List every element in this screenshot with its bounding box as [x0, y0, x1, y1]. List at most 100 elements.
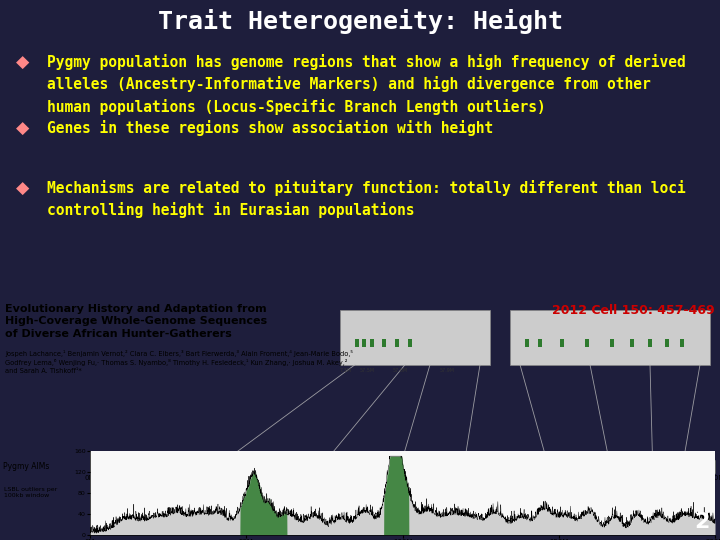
Text: 2: 2	[694, 512, 709, 532]
Text: Trait Heterogeneity: Height: Trait Heterogeneity: Height	[158, 9, 562, 34]
Bar	[276, 461, 282, 472]
Bar	[418, 461, 422, 472]
Bar	[196, 461, 198, 472]
Bar	[510, 310, 710, 364]
Text: 57.5M: 57.5M	[360, 368, 375, 373]
Bar	[140, 461, 143, 472]
Bar	[693, 461, 701, 472]
Bar	[650, 461, 654, 472]
Bar	[118, 461, 124, 472]
Bar	[585, 339, 589, 347]
Bar	[436, 461, 440, 472]
Text: ◆: ◆	[16, 54, 30, 72]
Bar	[599, 461, 603, 472]
Bar	[395, 461, 402, 472]
Bar	[630, 339, 634, 347]
Text: 150M: 150M	[549, 475, 568, 481]
Text: ◆: ◆	[16, 120, 30, 138]
Bar	[152, 461, 158, 472]
Bar	[606, 461, 611, 472]
Bar	[408, 339, 412, 347]
Bar	[96, 461, 101, 472]
Bar	[326, 461, 333, 472]
Bar	[611, 461, 617, 472]
Bar	[605, 461, 608, 472]
Text: 0M: 0M	[85, 475, 95, 481]
Bar	[395, 339, 399, 347]
Text: ◆: ◆	[16, 180, 30, 198]
Bar	[121, 461, 127, 472]
Text: 100M: 100M	[392, 475, 413, 481]
Bar	[141, 461, 145, 472]
Bar	[230, 461, 235, 472]
Bar	[340, 310, 490, 364]
Bar	[218, 461, 222, 472]
Text: Genes in these regions show association with height: Genes in these regions show association …	[47, 120, 493, 136]
Bar	[399, 461, 404, 472]
Bar	[256, 461, 259, 472]
Text: Evolutionary History and Adaptation from
High-Coverage Whole-Genome Sequences
of: Evolutionary History and Adaptation from…	[5, 303, 267, 339]
Bar	[665, 339, 669, 347]
Text: 2012 Cell 150: 457-469: 2012 Cell 150: 457-469	[552, 303, 715, 316]
Bar	[90, 460, 715, 473]
Text: Pygmy AIMs: Pygmy AIMs	[3, 462, 50, 471]
Bar	[433, 461, 437, 472]
Bar	[570, 461, 575, 472]
Bar	[150, 461, 153, 472]
Bar	[610, 339, 614, 347]
Bar	[238, 461, 245, 472]
Bar	[675, 461, 681, 472]
Bar	[525, 339, 529, 347]
Bar	[223, 461, 226, 472]
Text: 200M: 200M	[706, 475, 720, 481]
Bar	[594, 461, 602, 472]
Bar	[538, 339, 542, 347]
Bar	[492, 461, 499, 472]
Text: LSBL outliers per
100kb window: LSBL outliers per 100kb window	[4, 487, 57, 498]
Text: 57.9M: 57.9M	[440, 368, 455, 373]
Bar	[669, 461, 675, 472]
Bar	[621, 461, 625, 472]
Bar	[355, 339, 359, 347]
Bar	[388, 461, 392, 472]
Text: 50M: 50M	[239, 475, 253, 481]
Bar	[680, 339, 684, 347]
Bar	[510, 461, 516, 472]
Bar	[444, 461, 449, 472]
Bar	[112, 461, 120, 472]
Bar	[96, 461, 102, 472]
Bar	[181, 461, 189, 472]
Bar	[326, 461, 331, 472]
Bar	[382, 339, 386, 347]
Bar	[274, 461, 279, 472]
Text: 57.6M: 57.6M	[393, 368, 408, 373]
Bar	[660, 461, 663, 472]
Bar	[428, 461, 431, 472]
Text: 7.3M: 7.3M	[340, 368, 352, 373]
Bar	[536, 461, 544, 472]
Bar	[589, 461, 593, 472]
Bar	[361, 461, 364, 472]
Bar	[556, 461, 562, 472]
Text: Jospeh Lachance,¹ Benjamin Vernot,² Clara C. Elbers,³ Bart Fierwerda,³ Alain Fro: Jospeh Lachance,¹ Benjamin Vernot,² Clar…	[5, 350, 353, 374]
Bar	[490, 461, 494, 472]
Bar	[597, 461, 600, 472]
Bar	[697, 461, 700, 472]
Bar	[418, 461, 424, 472]
Bar	[370, 339, 374, 347]
Bar	[435, 461, 438, 472]
Bar	[338, 461, 344, 472]
Bar	[707, 461, 711, 472]
Bar	[151, 461, 155, 472]
Bar	[224, 461, 231, 472]
Bar	[249, 461, 256, 472]
Bar	[648, 339, 652, 347]
Bar	[382, 461, 387, 472]
Text: Mechanisms are related to pituitary function: totally different than loci
contro: Mechanisms are related to pituitary func…	[47, 180, 685, 218]
Bar	[669, 461, 675, 472]
Bar	[560, 339, 564, 347]
Text: Pygmy population has genome regions that show a high frequency of derived
allele: Pygmy population has genome regions that…	[47, 54, 685, 115]
Bar	[612, 461, 617, 472]
Bar	[348, 461, 351, 472]
Bar	[362, 339, 366, 347]
